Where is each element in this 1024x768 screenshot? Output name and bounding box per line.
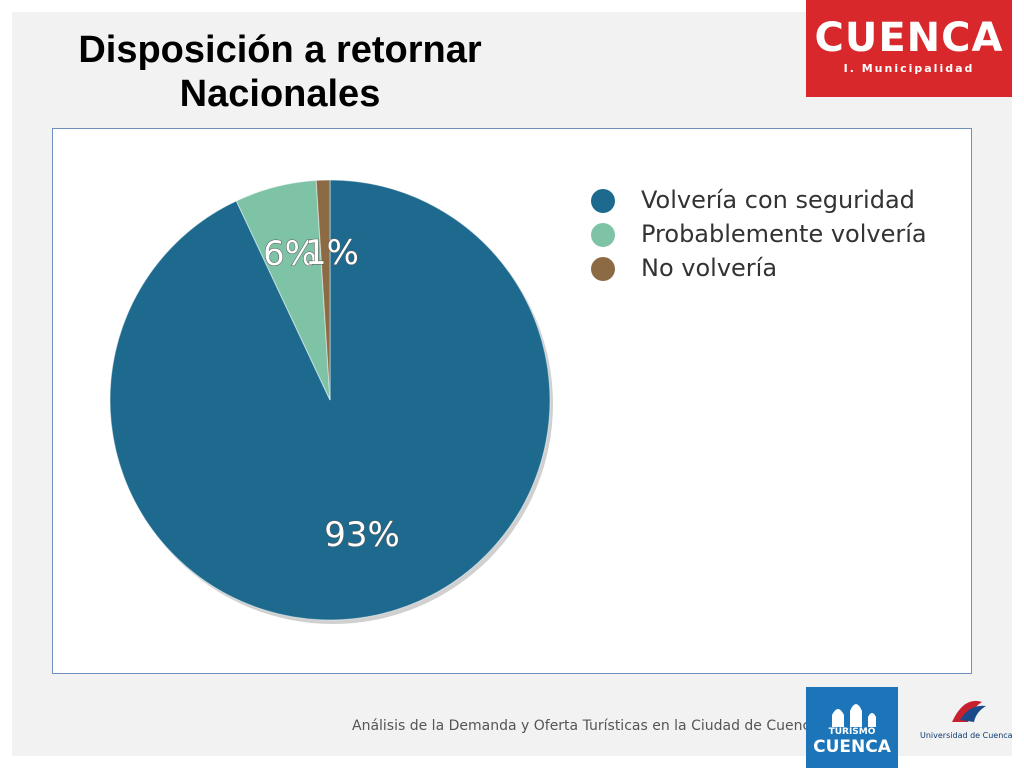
university-logo: Universidad de Cuenca	[920, 692, 1013, 756]
pie-data-label-2: 6%	[263, 234, 317, 274]
legend-swatch	[591, 257, 615, 281]
legend-label: No volvería	[641, 254, 778, 282]
legend-label: Volvería con seguridad	[641, 186, 915, 214]
cuenca-municipality-logo: CUENCA I. Municipalidad	[806, 0, 1012, 97]
chart-frame: 93% 6% 1% Volvería con seguridad Probableme…	[52, 128, 972, 674]
title-line-2: Nacionales	[179, 73, 381, 115]
legend-label: Probablemente volvería	[641, 220, 927, 248]
title-line-1: Disposición a retornar	[78, 29, 482, 71]
cuenca-text: CUENCA	[813, 737, 891, 757]
church-domes-icon	[832, 704, 876, 727]
logo-brand-text: CUENCA	[814, 15, 1004, 61]
legend-swatch	[591, 189, 615, 213]
pie-slice-3	[315, 179, 331, 401]
turismo-cuenca-logo: TURISMO CUENCA	[806, 687, 898, 768]
pie-data-label-3: 1%	[305, 233, 359, 273]
footer-text: Análisis de la Demanda y Oferta Turístic…	[352, 718, 819, 734]
university-name: Universidad de Cuenca	[920, 731, 1013, 740]
turismo-text: TURISMO	[828, 727, 876, 737]
logo-sub-text: I. Municipalidad	[843, 62, 975, 75]
pie-data-label-1: 93%	[324, 515, 400, 555]
legend-swatch	[591, 223, 615, 247]
pie-chart: 93% 6%1%	[109, 179, 553, 624]
slide-title: Disposición a retornar Nacionales	[40, 28, 520, 116]
university-emblem-icon	[952, 700, 986, 722]
